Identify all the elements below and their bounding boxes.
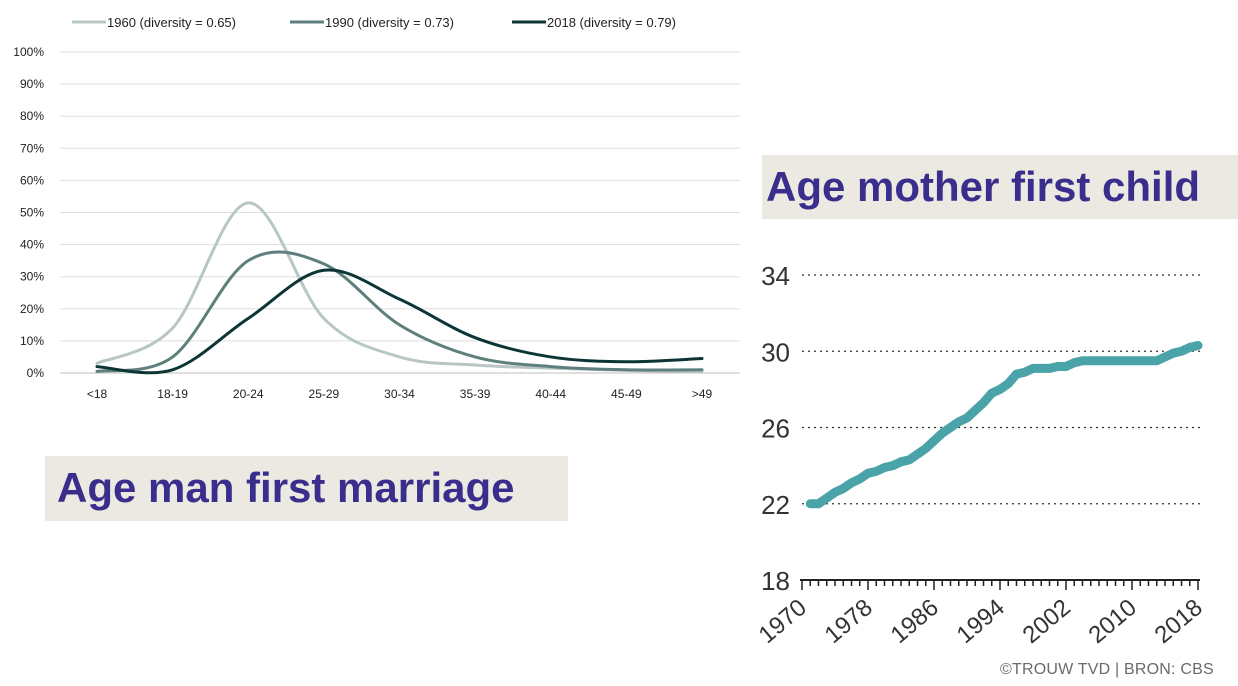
mother-caption-box: Age mother first child — [762, 155, 1238, 219]
series-line — [805, 341, 1203, 509]
x-tick-label: 1994 — [952, 594, 1010, 649]
y-tick-label: 30% — [20, 270, 44, 284]
legend-label: 1960 (diversity = 0.65) — [107, 15, 236, 30]
x-tick-label: 2018 — [1150, 594, 1208, 649]
y-tick-label: 40% — [20, 238, 44, 252]
x-tick-label: 2002 — [1018, 594, 1076, 649]
x-tick-label: 18-19 — [157, 387, 188, 401]
source-credit: ©TROUW TVD | BRON: CBS — [1000, 661, 1214, 678]
x-tick-label: 40-44 — [535, 387, 566, 401]
legend-label: 1990 (diversity = 0.73) — [325, 15, 454, 30]
series-line — [95, 268, 704, 375]
series-line — [95, 250, 704, 373]
x-tick-label: 2010 — [1084, 594, 1142, 649]
y-tick-label: 20% — [20, 302, 44, 316]
y-tick-label: 18 — [761, 566, 790, 596]
y-tick-label: 30 — [761, 337, 790, 367]
y-tick-label: 90% — [20, 77, 44, 91]
y-tick-label: 0% — [27, 366, 45, 380]
y-tick-label: 26 — [761, 414, 790, 444]
x-tick-label: 1986 — [886, 594, 944, 649]
y-tick-label: 22 — [761, 490, 790, 520]
y-tick-label: 80% — [20, 109, 44, 123]
y-tick-label: 70% — [20, 141, 44, 155]
y-tick-label: 60% — [20, 173, 44, 187]
y-tick-label: 100% — [13, 45, 44, 59]
mother-caption: Age mother first child — [766, 163, 1201, 210]
x-tick-label: >49 — [692, 387, 713, 401]
x-tick-label: 1970 — [754, 594, 812, 649]
y-tick-label: 10% — [20, 334, 44, 348]
y-tick-label: 34 — [761, 261, 790, 291]
marriage-caption-box: Age man first marriage — [45, 456, 568, 521]
x-tick-label: 45-49 — [611, 387, 642, 401]
legend-label: 2018 (diversity = 0.79) — [547, 15, 676, 30]
x-tick-label: 30-34 — [384, 387, 415, 401]
x-tick-label: 25-29 — [309, 387, 340, 401]
x-tick-label: 20-24 — [233, 387, 264, 401]
x-tick-label: 1978 — [820, 594, 878, 649]
y-tick-label: 50% — [20, 206, 44, 220]
marriage-age-chart: 0% 10% 20% 30% 40% 50% 60% 70% 80% 90% 100% <18 18-1… — [13, 15, 740, 401]
x-tick-label: <18 — [87, 387, 108, 401]
marriage-caption: Age man first marriage — [57, 464, 515, 511]
x-tick-label: 35-39 — [460, 387, 491, 401]
